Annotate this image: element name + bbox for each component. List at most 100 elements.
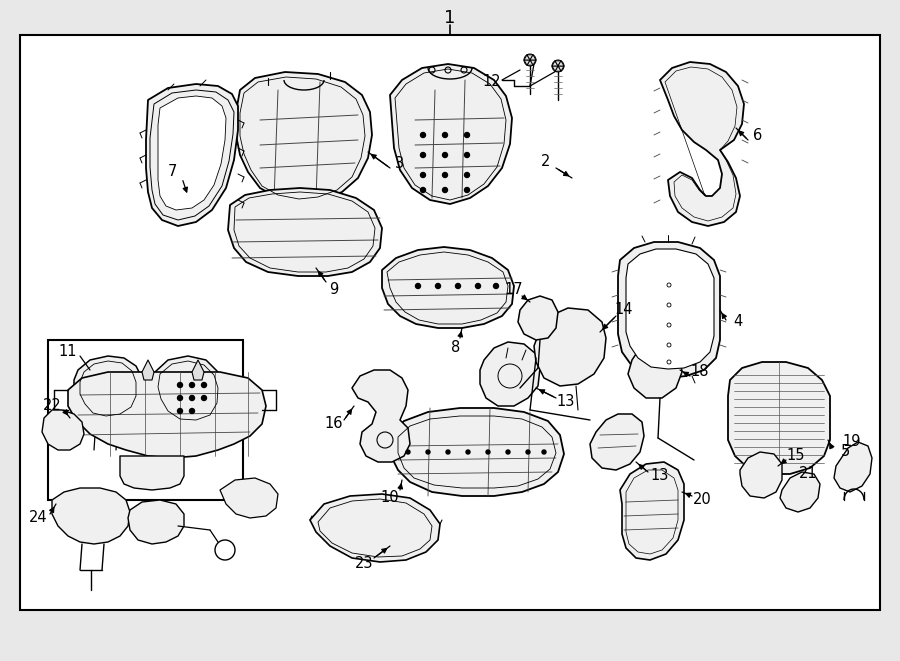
Circle shape <box>486 450 490 454</box>
Text: 19: 19 <box>842 434 861 449</box>
Circle shape <box>416 284 420 288</box>
Polygon shape <box>68 372 266 458</box>
Polygon shape <box>142 360 154 380</box>
Text: 22: 22 <box>42 399 61 414</box>
Text: 20: 20 <box>693 492 711 508</box>
Circle shape <box>420 132 426 137</box>
Polygon shape <box>158 96 226 210</box>
Polygon shape <box>220 478 278 518</box>
Polygon shape <box>52 488 130 544</box>
Circle shape <box>493 284 499 288</box>
Circle shape <box>506 450 510 454</box>
Polygon shape <box>740 452 782 498</box>
Polygon shape <box>310 494 440 562</box>
Text: 24: 24 <box>29 510 48 525</box>
Text: 18: 18 <box>691 364 709 379</box>
Polygon shape <box>555 61 561 66</box>
Circle shape <box>177 383 183 387</box>
Polygon shape <box>146 84 238 226</box>
Polygon shape <box>120 456 184 490</box>
Polygon shape <box>152 356 222 424</box>
Circle shape <box>464 173 470 178</box>
Circle shape <box>542 450 546 454</box>
Text: 1: 1 <box>445 9 455 27</box>
Circle shape <box>443 188 447 192</box>
Text: 9: 9 <box>329 282 338 297</box>
Circle shape <box>443 153 447 157</box>
Text: 23: 23 <box>355 557 374 572</box>
Circle shape <box>190 395 194 401</box>
Text: 4: 4 <box>734 315 742 329</box>
Polygon shape <box>192 360 204 380</box>
Polygon shape <box>552 66 558 71</box>
Text: 11: 11 <box>58 344 77 360</box>
Polygon shape <box>530 60 536 65</box>
Circle shape <box>464 188 470 192</box>
Polygon shape <box>534 308 606 386</box>
Polygon shape <box>728 362 830 474</box>
Polygon shape <box>660 62 744 226</box>
Polygon shape <box>558 66 564 71</box>
Polygon shape <box>628 342 682 398</box>
Polygon shape <box>530 55 536 60</box>
Polygon shape <box>352 370 410 462</box>
Text: 3: 3 <box>395 157 405 171</box>
Circle shape <box>420 188 426 192</box>
Circle shape <box>475 284 481 288</box>
Polygon shape <box>780 472 820 512</box>
Text: 16: 16 <box>325 416 343 432</box>
Text: 15: 15 <box>787 449 806 463</box>
Text: 17: 17 <box>505 282 523 297</box>
Circle shape <box>420 173 426 178</box>
Circle shape <box>177 408 183 414</box>
Polygon shape <box>552 61 558 66</box>
Text: 21: 21 <box>798 467 817 481</box>
Polygon shape <box>42 410 84 450</box>
Text: 14: 14 <box>615 303 634 317</box>
Bar <box>48 340 243 500</box>
Circle shape <box>202 383 206 387</box>
Circle shape <box>202 395 206 401</box>
Circle shape <box>406 450 410 454</box>
Text: 13: 13 <box>557 395 575 410</box>
Polygon shape <box>527 60 533 65</box>
Polygon shape <box>527 55 533 60</box>
Circle shape <box>190 383 194 387</box>
Text: 12: 12 <box>482 75 501 89</box>
Bar <box>20 35 880 610</box>
Text: 5: 5 <box>841 444 850 459</box>
Polygon shape <box>236 72 372 202</box>
Polygon shape <box>555 66 561 71</box>
Polygon shape <box>228 188 382 276</box>
Circle shape <box>190 408 194 414</box>
Polygon shape <box>390 64 512 204</box>
Text: 10: 10 <box>381 490 400 506</box>
Circle shape <box>466 450 470 454</box>
Polygon shape <box>480 342 540 406</box>
Polygon shape <box>518 296 558 340</box>
Polygon shape <box>524 60 530 65</box>
Polygon shape <box>834 442 872 492</box>
Circle shape <box>436 284 440 288</box>
Circle shape <box>526 450 530 454</box>
Polygon shape <box>558 61 564 66</box>
Polygon shape <box>524 55 530 60</box>
Circle shape <box>446 450 450 454</box>
Polygon shape <box>626 249 714 369</box>
Polygon shape <box>382 247 514 328</box>
Circle shape <box>443 132 447 137</box>
Polygon shape <box>128 500 184 544</box>
Circle shape <box>464 132 470 137</box>
Circle shape <box>443 173 447 178</box>
Polygon shape <box>390 408 564 496</box>
Text: 8: 8 <box>452 340 461 356</box>
Polygon shape <box>74 356 142 420</box>
Circle shape <box>177 395 183 401</box>
Polygon shape <box>618 242 720 378</box>
Circle shape <box>426 450 430 454</box>
Text: 7: 7 <box>167 165 176 180</box>
Circle shape <box>455 284 461 288</box>
Text: 2: 2 <box>541 155 551 169</box>
Polygon shape <box>590 414 644 470</box>
Text: 13: 13 <box>651 469 670 483</box>
